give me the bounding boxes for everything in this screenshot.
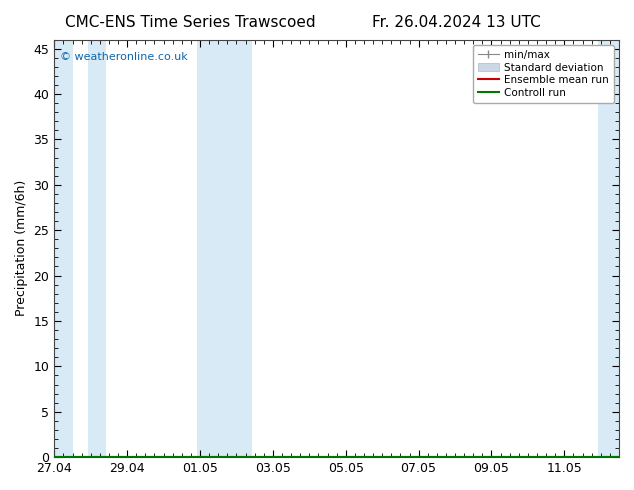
Bar: [55, 40, 72, 457]
Text: Fr. 26.04.2024 13 UTC: Fr. 26.04.2024 13 UTC: [372, 15, 541, 30]
Bar: [197, 40, 252, 457]
Text: © weatheronline.co.uk: © weatheronline.co.uk: [60, 52, 188, 62]
Y-axis label: Precipitation (mm/6h): Precipitation (mm/6h): [15, 180, 28, 317]
Text: CMC-ENS Time Series Trawscoed: CMC-ENS Time Series Trawscoed: [65, 15, 316, 30]
Bar: [598, 40, 619, 457]
Legend: min/max, Standard deviation, Ensemble mean run, Controll run: min/max, Standard deviation, Ensemble me…: [472, 45, 614, 103]
Bar: [88, 40, 106, 457]
